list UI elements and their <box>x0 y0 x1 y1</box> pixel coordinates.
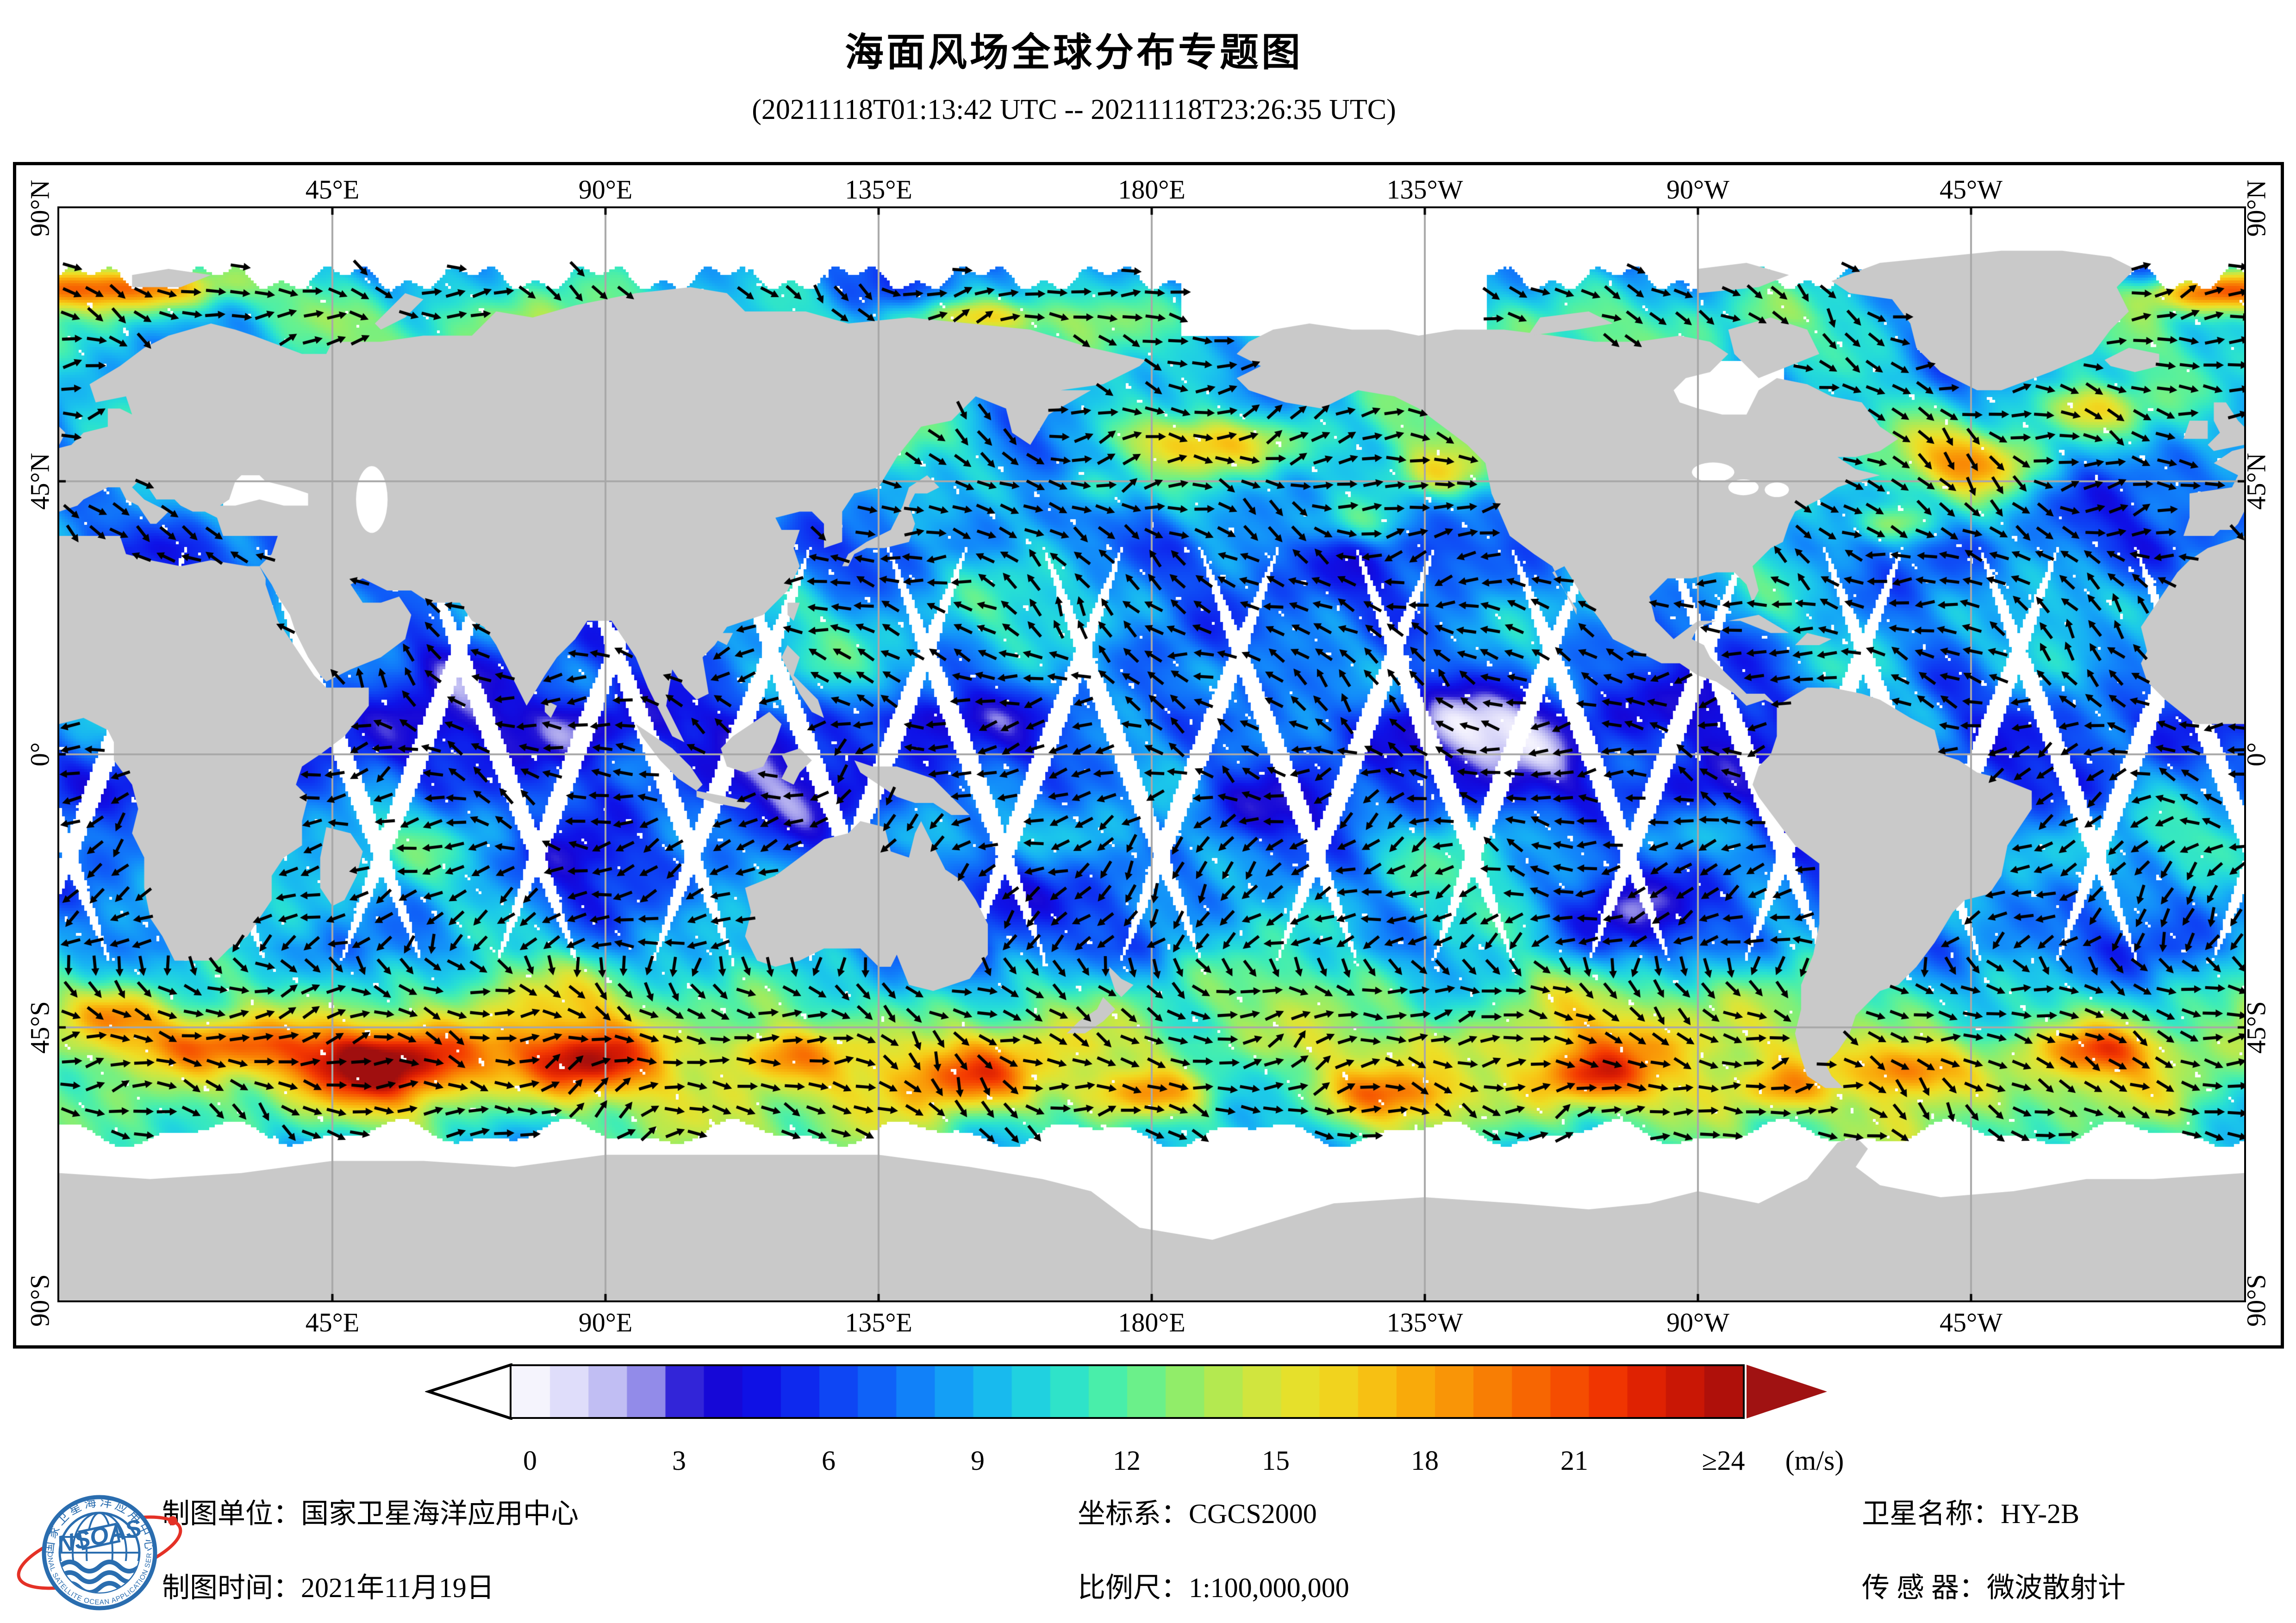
colorbar-tick-15: 15 <box>1262 1445 1290 1476</box>
colorbar-tick-12: 12 <box>1113 1445 1141 1476</box>
lon-label-top-135w: 135°W <box>1386 174 1463 205</box>
lon-label-bottom-90e: 90°E <box>578 1307 633 1337</box>
footer-scale: 比例尺：1:100,000,000 <box>1078 1573 1349 1603</box>
lat-label-left-45s: 45°S <box>25 1001 55 1054</box>
lon-label-top-180e: 180°E <box>1118 174 1185 205</box>
map-neatline <box>13 162 2284 1349</box>
lon-label-top-90e: 90°E <box>578 174 633 205</box>
page-subtitle: (20211118T01:13:42 UTC -- 20211118T23:26… <box>752 94 1396 125</box>
nsoas-logo: NSOAS 国家卫星海洋应用中心 NATIONAL SATELLITE OCEA… <box>12 1483 182 1611</box>
footer-date: 制图时间：2021年11月19日 <box>162 1573 494 1603</box>
lon-label-bottom-45w: 45°W <box>1940 1307 2003 1337</box>
colorbar-right-arrow-icon <box>1747 1365 1827 1418</box>
colorbar-unit-label: (m/s) <box>1785 1445 1844 1476</box>
colorbar-tick-21: 21 <box>1560 1445 1588 1476</box>
colorbar-tick-3: 3 <box>672 1445 686 1476</box>
colorbar-tick-24: ≥24 <box>1702 1445 1745 1476</box>
colorbar-tick-0: 0 <box>523 1445 537 1476</box>
footer-sensor: 传 感 器：微波散射计 <box>1862 1573 2126 1603</box>
colorbar-tick-18: 18 <box>1411 1445 1439 1476</box>
footer-coord-system: 坐标系：CGCS2000 <box>1078 1499 1317 1529</box>
colorbar-tick-9: 9 <box>971 1445 985 1476</box>
colorbar-tick-6: 6 <box>822 1445 836 1476</box>
lon-label-top-135e: 135°E <box>845 174 912 205</box>
lon-label-bottom-90w: 90°W <box>1666 1307 1729 1337</box>
lon-label-bottom-45e: 45°E <box>305 1307 360 1337</box>
footer-satellite: 卫星名称：HY-2B <box>1862 1499 2080 1529</box>
map-frame <box>57 206 2246 1302</box>
lon-label-bottom-135w: 135°W <box>1386 1307 1463 1337</box>
lon-label-bottom-180e: 180°E <box>1118 1307 1185 1337</box>
lon-label-top-45e: 45°E <box>305 174 360 205</box>
page-title: 海面风场全球分布专题图 <box>844 31 1304 74</box>
lat-label-left-0: 0° <box>25 742 55 767</box>
footer-agency: 制图单位：国家卫星海洋应用中心 <box>162 1499 579 1529</box>
lat-label-left-45n: 45°N <box>25 453 55 510</box>
lat-label-left-90s: 90°S <box>25 1274 55 1327</box>
wind-field-map-canvas <box>59 208 2244 1300</box>
colorbar <box>510 1364 1745 1419</box>
lat-label-left-90n: 90°N <box>25 180 55 237</box>
lon-label-top-90w: 90°W <box>1666 174 1729 205</box>
logo-orbit-dot-icon <box>168 1516 177 1525</box>
lon-label-bottom-135e: 135°E <box>845 1307 912 1337</box>
lon-label-top-45w: 45°W <box>1940 174 2003 205</box>
colorbar-gradient-canvas <box>512 1366 1743 1417</box>
colorbar-left-arrow-icon <box>425 1363 512 1420</box>
